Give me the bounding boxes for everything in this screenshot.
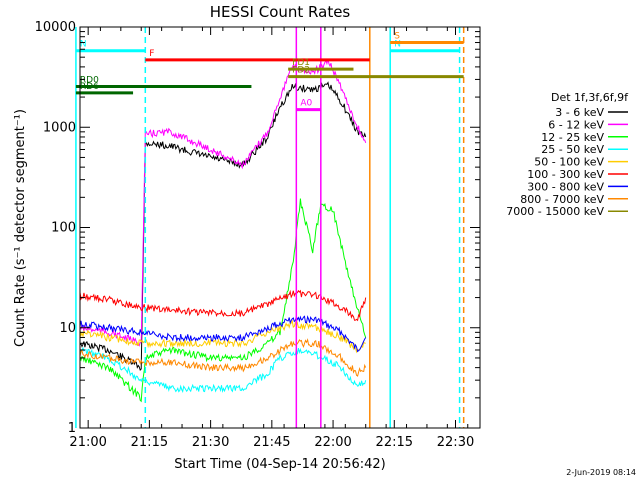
x-tick-label-3: 21:30 — [192, 435, 229, 450]
y-tick-label-2: 10 — [59, 321, 76, 336]
x-axis-label: Start Time (04-Sep-14 20:56:42) — [174, 457, 385, 472]
annotation-label-4: F — [149, 49, 154, 59]
annotation-label-6: FD2 — [292, 66, 310, 76]
legend-label-1: 3 - 6 keV — [555, 106, 604, 119]
series-line-5 — [79, 319, 366, 354]
y-tick-label-4: 1000 — [43, 120, 76, 135]
series-line-4 — [79, 346, 367, 394]
series-line-6 — [79, 289, 367, 322]
series-line-3 — [79, 198, 367, 403]
series-line-1 — [79, 81, 367, 371]
legend-label-6: 100 - 300 keV — [527, 168, 604, 181]
legend-title: Det 1f,3f,6f,9f — [551, 91, 629, 104]
y-tick-label-3: 100 — [51, 221, 76, 236]
series-line-2 — [79, 58, 367, 347]
x-tick-label-2: 21:15 — [131, 435, 168, 450]
legend-label-9: 7000 - 15000 keV — [506, 205, 604, 218]
x-tick-label-5: 22:00 — [314, 435, 351, 450]
y-tick-label-5: 10000 — [35, 20, 76, 35]
y-tick-label-1: 1 — [68, 421, 76, 436]
y-axis-label: Count Rate (s⁻¹ detector segment⁻¹) — [13, 109, 28, 347]
series-line-8 — [79, 338, 367, 377]
legend-label-2: 6 - 12 keV — [548, 118, 604, 131]
legend-label-7: 300 - 800 keV — [527, 180, 604, 193]
x-tick-label-4: 21:45 — [253, 435, 290, 450]
annotation-label-1: N — [80, 40, 87, 50]
annotation-label-9: A0 — [300, 99, 312, 109]
legend-label-3: 12 - 25 keV — [541, 131, 604, 144]
series-line-7 — [79, 314, 367, 353]
annotation-label-8: RD6 — [80, 82, 99, 92]
legend-label-5: 50 - 100 keV — [534, 156, 604, 169]
data-series-group — [79, 58, 367, 403]
x-tick-label-1: 21:00 — [69, 435, 106, 450]
annotation-label-5: FD1 — [292, 58, 310, 68]
annotation-label-7: RD0 — [80, 75, 99, 85]
legend-label-8: 800 - 7000 keV — [520, 193, 604, 206]
chart-title: HESSI Count Rates — [210, 3, 351, 21]
annotation-label-2: N — [394, 40, 401, 50]
footer-timestamp: 2-Jun-2019 08:14 — [566, 468, 636, 477]
x-tick-label-7: 22:30 — [437, 435, 474, 450]
annotation-label-3: S — [394, 32, 400, 42]
axes-group: 1 10 100 1000 10000 21:00 21:15 21:30 21:45 22:00… — [35, 20, 481, 450]
legend-label-4: 25 - 50 keV — [541, 143, 604, 156]
x-tick-label-6: 22:15 — [376, 435, 413, 450]
